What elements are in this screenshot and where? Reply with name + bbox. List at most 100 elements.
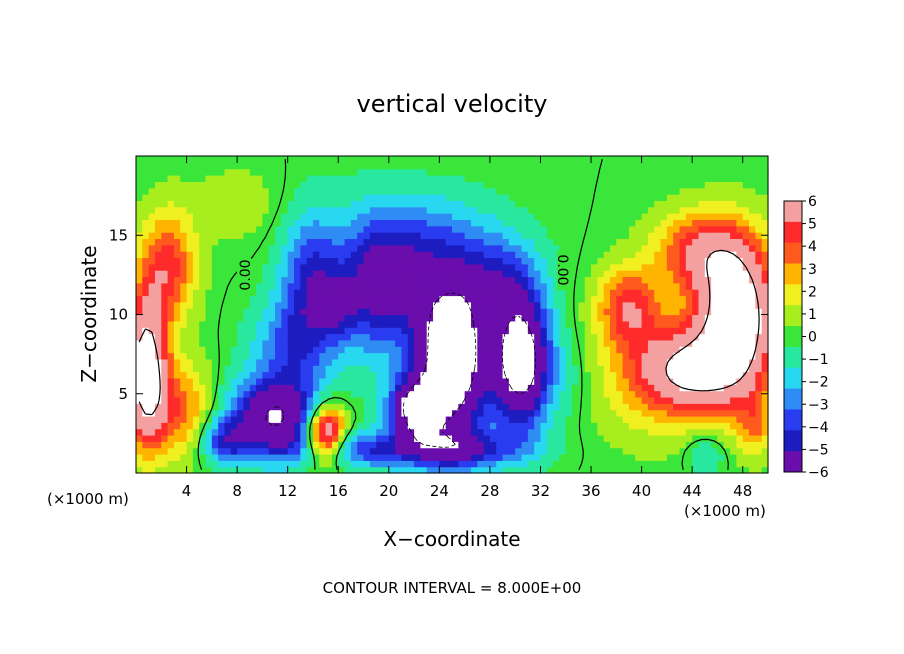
- heatmap-cell: [186, 168, 194, 176]
- heatmap-cell: [224, 213, 232, 220]
- heatmap-cell: [275, 219, 282, 227]
- heatmap-cell: [173, 466, 181, 474]
- heatmap-cell: [401, 422, 409, 430]
- heatmap-cell: [641, 301, 649, 309]
- heatmap-cell: [325, 206, 333, 214]
- heatmap-cell: [489, 415, 497, 423]
- heatmap-cell: [154, 244, 162, 252]
- heatmap-cell: [388, 232, 396, 240]
- heatmap-cell: [698, 346, 706, 354]
- heatmap-cell: [736, 352, 744, 360]
- heatmap-cell: [698, 390, 706, 398]
- heatmap-cell: [521, 428, 529, 436]
- heatmap-cell: [572, 225, 579, 233]
- heatmap-cell: [382, 365, 390, 373]
- heatmap-cell: [439, 422, 447, 430]
- heatmap-cell: [749, 257, 756, 265]
- heatmap-cell: [502, 377, 510, 385]
- heatmap-cell: [136, 263, 143, 271]
- heatmap-cell: [395, 225, 403, 233]
- heatmap-cell: [591, 181, 598, 189]
- heatmap-cell: [610, 282, 617, 290]
- heatmap-cell: [452, 219, 459, 227]
- heatmap-cell: [338, 314, 346, 322]
- heatmap-cell: [647, 282, 655, 290]
- heatmap-cell: [192, 371, 200, 379]
- heatmap-cell: [281, 200, 289, 208]
- heatmap-cell: [154, 238, 162, 246]
- heatmap-cell: [591, 339, 598, 347]
- heatmap-cell: [249, 289, 257, 297]
- heatmap-cell: [553, 377, 561, 385]
- heatmap-cell: [534, 466, 542, 474]
- heatmap-cell: [407, 466, 415, 474]
- heatmap-cell: [572, 460, 579, 468]
- heatmap-cell: [148, 225, 156, 233]
- heatmap-cell: [357, 390, 365, 398]
- heatmap-cell: [635, 181, 643, 189]
- heatmap-cell: [167, 428, 175, 436]
- heatmap-cell: [414, 441, 421, 449]
- heatmap-cell: [458, 282, 466, 290]
- heatmap-cell: [761, 377, 769, 385]
- heatmap-cell: [230, 295, 238, 303]
- heatmap-cell: [142, 441, 150, 449]
- heatmap-cell: [534, 314, 542, 322]
- heatmap-cell: [660, 415, 668, 423]
- heatmap-cell: [338, 168, 346, 176]
- heatmap-cell: [300, 403, 308, 411]
- heatmap-cell: [654, 175, 662, 182]
- heatmap-cell: [249, 162, 257, 170]
- heatmap-cell: [736, 409, 744, 417]
- heatmap-cell: [357, 238, 365, 246]
- heatmap-cell: [167, 409, 175, 417]
- heatmap-cell: [698, 314, 706, 322]
- heatmap-cell: [192, 301, 200, 309]
- heatmap-cell: [142, 276, 150, 284]
- heatmap-cell: [401, 434, 409, 442]
- heatmap-cell: [230, 460, 238, 468]
- heatmap-cell: [692, 219, 700, 227]
- heatmap-cell: [502, 403, 510, 411]
- heatmap-cell: [401, 175, 409, 182]
- heatmap-cell: [515, 308, 523, 316]
- heatmap-cell: [439, 232, 447, 240]
- heatmap-cell: [685, 434, 693, 442]
- heatmap-cell: [148, 289, 156, 297]
- heatmap-cell: [470, 263, 478, 271]
- heatmap-cell: [464, 295, 472, 303]
- heatmap-cell: [489, 453, 497, 461]
- heatmap-cell: [243, 409, 251, 417]
- heatmap-cell: [287, 447, 295, 455]
- heatmap-cell: [426, 447, 434, 455]
- heatmap-cell: [527, 377, 535, 385]
- heatmap-cell: [256, 333, 263, 341]
- heatmap-cell: [572, 168, 579, 176]
- heatmap-cell: [685, 295, 693, 303]
- heatmap-cell: [256, 358, 263, 366]
- heatmap-cell: [540, 187, 548, 195]
- heatmap-cell: [749, 244, 756, 252]
- heatmap-cell: [357, 339, 365, 347]
- heatmap-cell: [692, 384, 700, 392]
- heatmap-cell: [749, 295, 756, 303]
- heatmap-cell: [610, 225, 617, 233]
- heatmap-cell: [654, 213, 662, 220]
- heatmap-cell: [154, 314, 162, 322]
- heatmap-cell: [591, 225, 598, 233]
- heatmap-cell: [161, 276, 169, 284]
- heatmap-cell: [470, 175, 478, 182]
- heatmap-cell: [388, 327, 396, 335]
- heatmap-cell: [154, 308, 162, 316]
- heatmap-cell: [407, 270, 415, 278]
- heatmap-cell: [211, 276, 219, 284]
- heatmap-cell: [610, 232, 617, 240]
- heatmap-cell: [622, 327, 630, 335]
- heatmap-cell: [294, 346, 301, 354]
- heatmap-cell: [704, 232, 712, 240]
- heatmap-cell: [622, 187, 630, 195]
- heatmap-cell: [502, 384, 510, 392]
- heatmap-cell: [154, 257, 162, 265]
- heatmap-cell: [477, 276, 485, 284]
- heatmap-cell: [527, 187, 535, 195]
